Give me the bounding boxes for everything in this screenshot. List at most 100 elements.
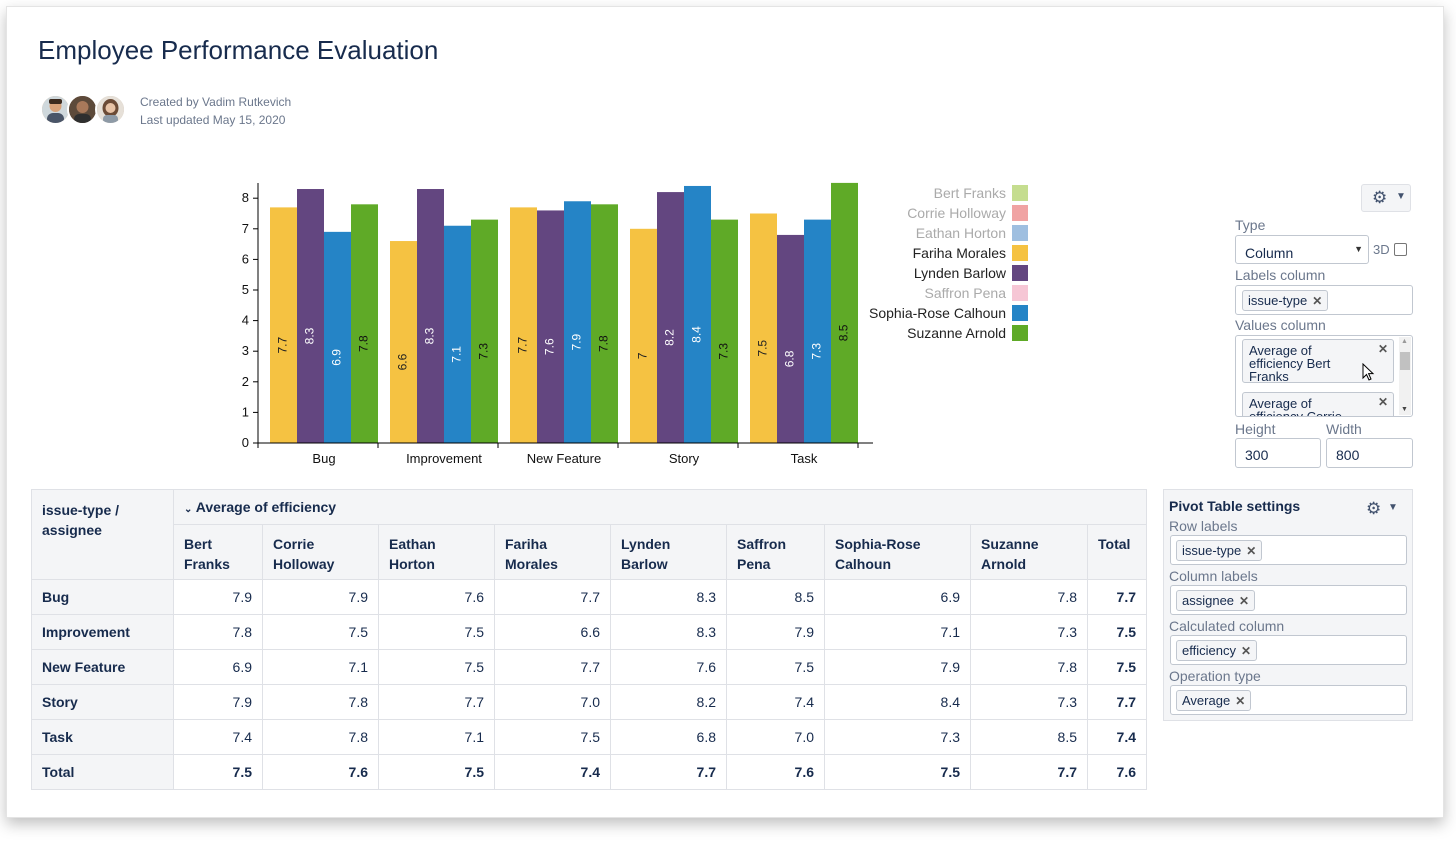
chart-bar[interactable]	[417, 189, 444, 443]
column-header[interactable]: Bert Franks	[173, 524, 263, 580]
row-header[interactable]: New Feature	[31, 649, 174, 685]
chart-bar[interactable]	[711, 219, 738, 443]
row-header[interactable]: Story	[31, 684, 174, 720]
chart-bar[interactable]	[630, 228, 657, 443]
issue-type-tag[interactable]: issue-type ✕	[1176, 540, 1263, 561]
type-label: Type	[1235, 217, 1266, 233]
chart-bar[interactable]	[390, 241, 417, 443]
chart-type-select[interactable]: Column ▼	[1235, 235, 1369, 264]
chart-bar[interactable]	[831, 182, 858, 443]
avatar[interactable]	[67, 94, 98, 125]
remove-tag-icon[interactable]: ✕	[1235, 694, 1246, 708]
tag-label: efficiency	[1182, 643, 1236, 658]
last-updated-link[interactable]: Last updated May 15, 2020	[140, 113, 286, 127]
chart-bar[interactable]	[444, 225, 471, 443]
row-header[interactable]: Total	[31, 754, 174, 790]
table-cell: 7.5	[378, 754, 495, 790]
y-tick-label: 4	[242, 313, 249, 328]
chevron-down-icon: ▼	[1388, 502, 1398, 513]
column-header[interactable]: Sophia-Rose Calhoun	[824, 524, 971, 580]
tag-label: Average	[1182, 693, 1231, 708]
values-tag[interactable]: Average of efficiency Bert Franks ✕	[1242, 339, 1394, 383]
table-cell: 7.5	[494, 719, 611, 755]
width-input[interactable]: 800	[1326, 438, 1413, 468]
corner-header: issue-type / assignee	[31, 489, 174, 580]
chart-bar[interactable]	[804, 219, 831, 443]
pivot-settings-button[interactable]: ⚙ ▼	[1360, 497, 1404, 523]
legend-item[interactable]: Fariha Morales	[860, 244, 1028, 264]
chart-bar[interactable]	[684, 185, 711, 443]
issue-type-tag[interactable]: issue-type ✕	[1242, 290, 1329, 311]
table-cell: 7.9	[726, 614, 825, 650]
values-scrollbar[interactable]: ▲ ▼	[1399, 337, 1411, 415]
legend-item[interactable]: Suzanne Arnold	[860, 324, 1028, 344]
scroll-down-icon[interactable]: ▼	[1401, 406, 1408, 413]
chart-bar[interactable]	[777, 234, 804, 443]
operation-type-field[interactable]: Average ✕	[1170, 685, 1407, 715]
bar-data-label: 7	[636, 352, 650, 359]
column-header[interactable]: Suzanne Arnold	[970, 524, 1088, 580]
row-header[interactable]: Bug	[31, 579, 174, 615]
column-header[interactable]: Eathan Horton	[378, 524, 495, 580]
table-cell: 7.6	[262, 754, 379, 790]
legend-label: Suzanne Arnold	[907, 325, 1006, 341]
chart-bar[interactable]	[537, 210, 564, 443]
average-tag[interactable]: Average ✕	[1176, 690, 1252, 711]
height-input[interactable]: 300	[1235, 438, 1321, 468]
scrollbar-thumb[interactable]	[1400, 352, 1410, 370]
chart-bar[interactable]	[657, 192, 684, 443]
chart-bar[interactable]	[297, 189, 324, 443]
chart-bar[interactable]	[270, 207, 297, 443]
remove-tag-icon[interactable]: ✕	[1240, 644, 1252, 658]
group-header[interactable]: ⌄ Average of efficiency	[173, 489, 1147, 525]
scroll-up-icon[interactable]: ▲	[1401, 338, 1408, 345]
column-labels-field[interactable]: assignee ✕	[1170, 585, 1407, 615]
values-column-field[interactable]: Average of efficiency Bert Franks ✕ Aver…	[1235, 335, 1413, 417]
remove-tag-icon[interactable]: ✕	[1239, 594, 1250, 608]
chart-bar[interactable]	[510, 207, 537, 443]
column-header[interactable]: Fariha Morales	[494, 524, 611, 580]
avatar[interactable]	[95, 94, 126, 125]
created-by-link[interactable]: Created by Vadim Rutkevich	[140, 95, 292, 109]
remove-tag-icon[interactable]: ✕	[1377, 342, 1388, 356]
efficiency-tag[interactable]: efficiency ✕	[1176, 640, 1258, 661]
y-tick-label: 2	[242, 374, 249, 389]
chart-bar[interactable]	[324, 231, 351, 443]
legend-item[interactable]: Sophia-Rose Calhoun	[860, 304, 1028, 324]
values-tag[interactable]: Average of efficiency Corrie ✕	[1242, 392, 1394, 416]
assignee-tag[interactable]: assignee ✕	[1176, 590, 1256, 611]
row-labels-field[interactable]: issue-type ✕	[1170, 535, 1407, 565]
chart-bar[interactable]	[351, 204, 378, 443]
legend-item[interactable]: Saffron Pena	[860, 284, 1028, 304]
remove-tag-icon[interactable]: ✕	[1246, 544, 1257, 558]
table-cell: 8.4	[824, 684, 971, 720]
legend-item[interactable]: Corrie Holloway	[860, 204, 1028, 224]
chart-bar[interactable]	[591, 204, 618, 443]
table-cell: 7.5	[1087, 649, 1147, 685]
pivot-settings-panel: Pivot Table settings ⚙ ▼ Row labels issu…	[1163, 489, 1413, 721]
legend-swatch	[1012, 185, 1028, 201]
column-header[interactable]: Total	[1087, 524, 1147, 580]
legend-item[interactable]: Lynden Barlow	[860, 264, 1028, 284]
calculated-column-field[interactable]: efficiency ✕	[1170, 635, 1407, 665]
legend-swatch	[1012, 265, 1028, 281]
legend-item[interactable]: Eathan Horton	[860, 224, 1028, 244]
column-header[interactable]: Lynden Barlow	[610, 524, 727, 580]
column-header[interactable]: Saffron Pena	[726, 524, 825, 580]
labels-column-field[interactable]: issue-type ✕	[1235, 285, 1413, 315]
chart-bar[interactable]	[564, 201, 591, 443]
row-header[interactable]: Improvement	[31, 614, 174, 650]
legend-swatch	[1012, 305, 1028, 321]
table-row: Task 7.4 7.8 7.1 7.5 6.8 7.0 7.3 8.5 7.4	[31, 719, 1147, 755]
chart-bar[interactable]	[750, 213, 777, 444]
remove-tag-icon[interactable]: ✕	[1312, 294, 1323, 308]
remove-tag-icon[interactable]: ✕	[1377, 395, 1388, 409]
chart-settings-button[interactable]: ⚙ ▼	[1361, 184, 1411, 212]
table-cell: 7.7	[970, 754, 1088, 790]
chart-bar[interactable]	[471, 219, 498, 443]
row-header[interactable]: Task	[31, 719, 174, 755]
legend-item[interactable]: Bert Franks	[860, 184, 1028, 204]
column-header[interactable]: Corrie Holloway	[262, 524, 379, 580]
avatar[interactable]	[40, 94, 71, 125]
three-d-checkbox[interactable]	[1394, 243, 1407, 256]
